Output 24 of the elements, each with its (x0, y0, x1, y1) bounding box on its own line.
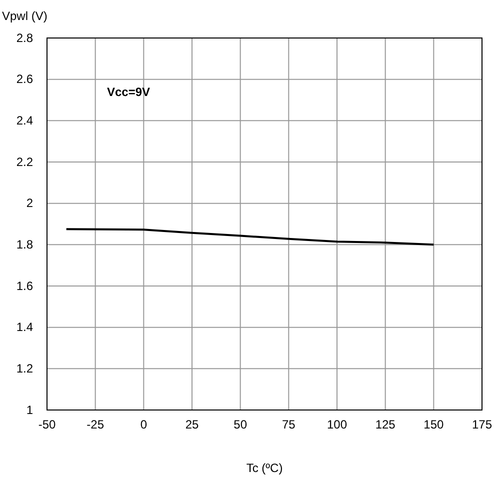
x-tick-label: 175 (472, 418, 492, 432)
x-tick-label: 0 (140, 418, 148, 432)
y-tick-label: 2.6 (16, 72, 34, 86)
y-tick-label: 1.6 (16, 278, 34, 293)
y-tick-label: 2.4 (16, 114, 34, 128)
annotation: Vcc=9V (107, 85, 150, 99)
x-tick-label: 125 (375, 418, 396, 432)
x-tick-label: 150 (424, 418, 444, 432)
x-tick-label: -25 (86, 418, 104, 432)
y-axis-title: Vpwl (V) (2, 9, 48, 23)
y-tick-label: 1.4 (16, 320, 34, 334)
x-tick-label: 75 (282, 418, 296, 432)
x-tick-label: 50 (234, 418, 248, 432)
y-tick-label: 2.2 (16, 154, 34, 169)
y-tick-label: 1.8 (16, 238, 34, 252)
x-axis-title: Tc (ºC) (246, 461, 283, 475)
x-tick-label: -50 (38, 418, 56, 432)
y-tick-label: 1.2 (16, 362, 34, 376)
y-tick-label: 1 (26, 402, 34, 417)
line-series (65, 228, 435, 246)
y-tick-label: 2.8 (16, 30, 34, 45)
x-tick-label: 100 (326, 418, 348, 432)
y-tick-label: 2 (26, 196, 34, 210)
x-tick-label: 25 (185, 418, 199, 432)
